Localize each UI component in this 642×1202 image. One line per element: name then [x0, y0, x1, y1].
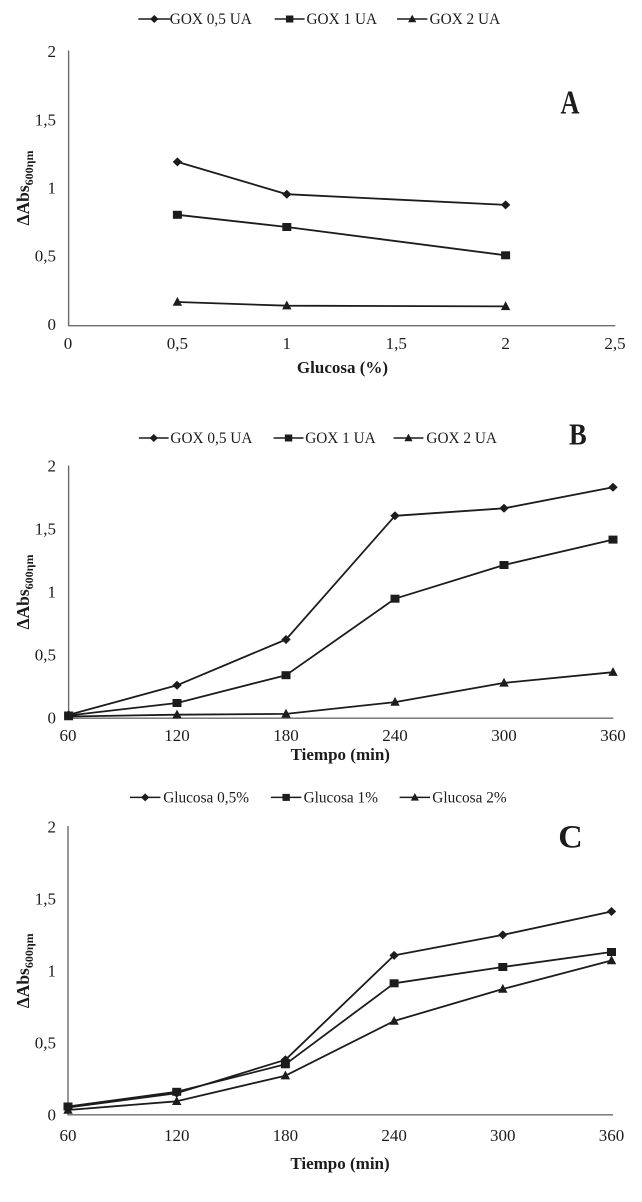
svg-text:60: 60 — [60, 1126, 77, 1145]
svg-text:GOX 1 UA: GOX 1 UA — [307, 11, 378, 28]
svg-text:0: 0 — [48, 315, 57, 334]
svg-text:GOX 1 UA: GOX 1 UA — [305, 430, 376, 447]
svg-text:240: 240 — [381, 1126, 407, 1145]
svg-text:0,5: 0,5 — [35, 646, 56, 665]
svg-text:Glucosa 0,5%: Glucosa 0,5% — [163, 789, 249, 806]
svg-text:120: 120 — [164, 726, 190, 745]
svg-text:Glucosa 1%: Glucosa 1% — [304, 789, 379, 806]
svg-text:2: 2 — [501, 334, 510, 353]
svg-text:2: 2 — [48, 818, 57, 837]
svg-text:0: 0 — [48, 1106, 57, 1125]
svg-text:Glucosa 2%: Glucosa 2% — [432, 789, 507, 806]
svg-text:1,5: 1,5 — [386, 334, 407, 353]
svg-text:360: 360 — [600, 726, 626, 745]
svg-text:GOX 2 UA: GOX 2 UA — [426, 430, 497, 447]
svg-text:180: 180 — [273, 1126, 299, 1145]
svg-text:300: 300 — [490, 1126, 516, 1145]
svg-text:0,5: 0,5 — [167, 334, 188, 353]
svg-text:1: 1 — [48, 583, 57, 602]
svg-text:Tiempo (min): Tiempo (min) — [291, 745, 390, 764]
svg-text:Glucosa (%): Glucosa (%) — [297, 358, 388, 377]
svg-text:C: C — [558, 819, 583, 855]
svg-text:1,5: 1,5 — [35, 520, 56, 539]
svg-text:B: B — [569, 417, 587, 451]
svg-text:1,5: 1,5 — [35, 110, 56, 129]
svg-text:2,5: 2,5 — [604, 334, 625, 353]
svg-text:180: 180 — [273, 726, 299, 745]
svg-text:120: 120 — [164, 1126, 190, 1145]
svg-text:GOX 0,5 UA: GOX 0,5 UA — [170, 11, 252, 28]
svg-text:2: 2 — [48, 457, 57, 476]
svg-text:60: 60 — [60, 726, 77, 745]
svg-text:Tiempo (min): Tiempo (min) — [290, 1154, 389, 1173]
svg-text:0: 0 — [64, 334, 73, 353]
svg-text:GOX 2 UA: GOX 2 UA — [430, 11, 501, 28]
svg-text:GOX 0,5 UA: GOX 0,5 UA — [170, 430, 252, 447]
svg-text:300: 300 — [491, 726, 517, 745]
svg-text:0,5: 0,5 — [35, 247, 56, 266]
svg-text:1: 1 — [48, 179, 57, 198]
svg-text:0: 0 — [48, 709, 57, 728]
svg-text:1: 1 — [48, 961, 57, 980]
svg-text:0,5: 0,5 — [35, 1034, 56, 1053]
svg-text:240: 240 — [382, 726, 408, 745]
svg-text:2: 2 — [48, 42, 57, 61]
svg-text:A: A — [561, 84, 580, 121]
svg-text:360: 360 — [599, 1126, 625, 1145]
svg-text:1,5: 1,5 — [35, 890, 56, 909]
svg-text:1: 1 — [283, 334, 292, 353]
